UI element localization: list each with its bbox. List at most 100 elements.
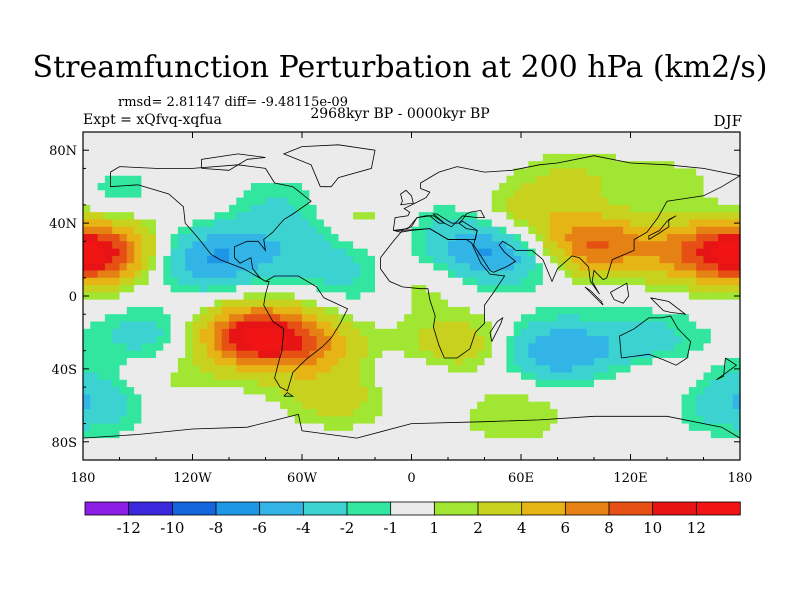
- field-cell: [513, 183, 522, 191]
- field-cell: [542, 241, 551, 250]
- field-cell: [396, 153, 405, 162]
- field-cell: [148, 168, 157, 177]
- field-cell: [601, 212, 610, 221]
- field-cell: [667, 445, 675, 454]
- field-cell: [667, 379, 675, 388]
- field-cell: [630, 146, 639, 155]
- field-cell: [258, 183, 267, 191]
- field-cell: [506, 263, 515, 272]
- field-cell: [601, 387, 610, 395]
- field-cell: [97, 234, 106, 242]
- field-cell: [615, 387, 624, 395]
- field-cell: [484, 408, 493, 417]
- field-cell: [418, 379, 427, 388]
- field-cell: [170, 219, 179, 228]
- field-cell: [280, 241, 288, 250]
- field-cell: [207, 226, 215, 235]
- field-cell: [192, 161, 201, 170]
- field-cell: [272, 285, 281, 293]
- field-cell: [542, 357, 551, 366]
- field-cell: [688, 146, 697, 155]
- field-cell: [499, 343, 507, 352]
- field-cell: [506, 183, 515, 191]
- field-cell: [258, 350, 267, 359]
- field-cell: [207, 387, 215, 395]
- field-cell: [199, 183, 208, 191]
- field-cell: [564, 234, 573, 242]
- field-cell: [601, 204, 610, 213]
- field-cell: [659, 234, 668, 242]
- field-cell: [309, 336, 318, 344]
- field-cell: [83, 350, 91, 359]
- field-cell: [542, 204, 551, 213]
- field-cell: [630, 168, 639, 177]
- field-cell: [97, 314, 106, 323]
- field-cell: [119, 372, 128, 381]
- field-cell: [375, 255, 383, 264]
- field-cell: [594, 379, 602, 388]
- field-cell: [659, 132, 668, 140]
- field-cell: [550, 270, 559, 279]
- field-cell: [550, 438, 559, 447]
- field-cell: [90, 438, 99, 447]
- field-cell: [126, 452, 135, 461]
- field-cell: [637, 190, 646, 199]
- field-cell: [477, 365, 486, 374]
- field-cell: [674, 183, 683, 191]
- field-cell: [448, 175, 456, 184]
- field-cell: [667, 438, 675, 447]
- field-cell: [411, 423, 420, 432]
- field-cell: [696, 132, 705, 140]
- field-cell: [491, 357, 500, 366]
- field-cell: [448, 408, 456, 417]
- field-cell: [732, 190, 741, 199]
- field-cell: [112, 183, 121, 191]
- field-cell: [360, 241, 369, 250]
- field-cell: [331, 365, 340, 374]
- field-cell: [97, 161, 106, 170]
- field-cell: [659, 372, 668, 381]
- field-cell: [601, 175, 610, 184]
- field-cell: [156, 452, 164, 461]
- field-cell: [440, 241, 449, 250]
- field-cell: [506, 365, 515, 374]
- field-cell: [382, 219, 391, 228]
- field-cell: [688, 372, 697, 381]
- field-cell: [214, 408, 223, 417]
- field-cell: [521, 408, 529, 417]
- field-cell: [156, 365, 164, 374]
- field-cell: [382, 255, 391, 264]
- field-cell: [229, 372, 237, 381]
- field-cell: [83, 328, 91, 337]
- field-cell: [104, 357, 113, 366]
- field-cell: [345, 452, 354, 461]
- field-cell: [112, 438, 121, 447]
- field-cell: [506, 285, 515, 293]
- field-cell: [535, 438, 544, 447]
- field-cell: [375, 328, 383, 337]
- field-cell: [433, 241, 442, 250]
- field-cell: [491, 132, 500, 140]
- field-cell: [637, 357, 646, 366]
- field-cell: [396, 204, 405, 213]
- field-cell: [615, 270, 624, 279]
- field-cell: [112, 365, 121, 374]
- field-cell: [243, 321, 252, 330]
- field-cell: [477, 277, 486, 286]
- field-cell: [382, 423, 391, 432]
- colorbar-label: 12: [687, 519, 706, 537]
- field-cell: [645, 328, 653, 337]
- field-cell: [302, 314, 310, 323]
- field-cell: [550, 445, 559, 454]
- field-cell: [287, 197, 296, 206]
- field-cell: [389, 438, 398, 447]
- field-cell: [455, 146, 464, 155]
- field-cell: [404, 350, 413, 359]
- field-cell: [316, 190, 325, 199]
- field-cell: [170, 161, 179, 170]
- field-cell: [645, 357, 653, 366]
- field-cell: [674, 379, 683, 388]
- field-cell: [732, 343, 741, 352]
- field-cell: [506, 153, 515, 162]
- field-cell: [404, 401, 413, 410]
